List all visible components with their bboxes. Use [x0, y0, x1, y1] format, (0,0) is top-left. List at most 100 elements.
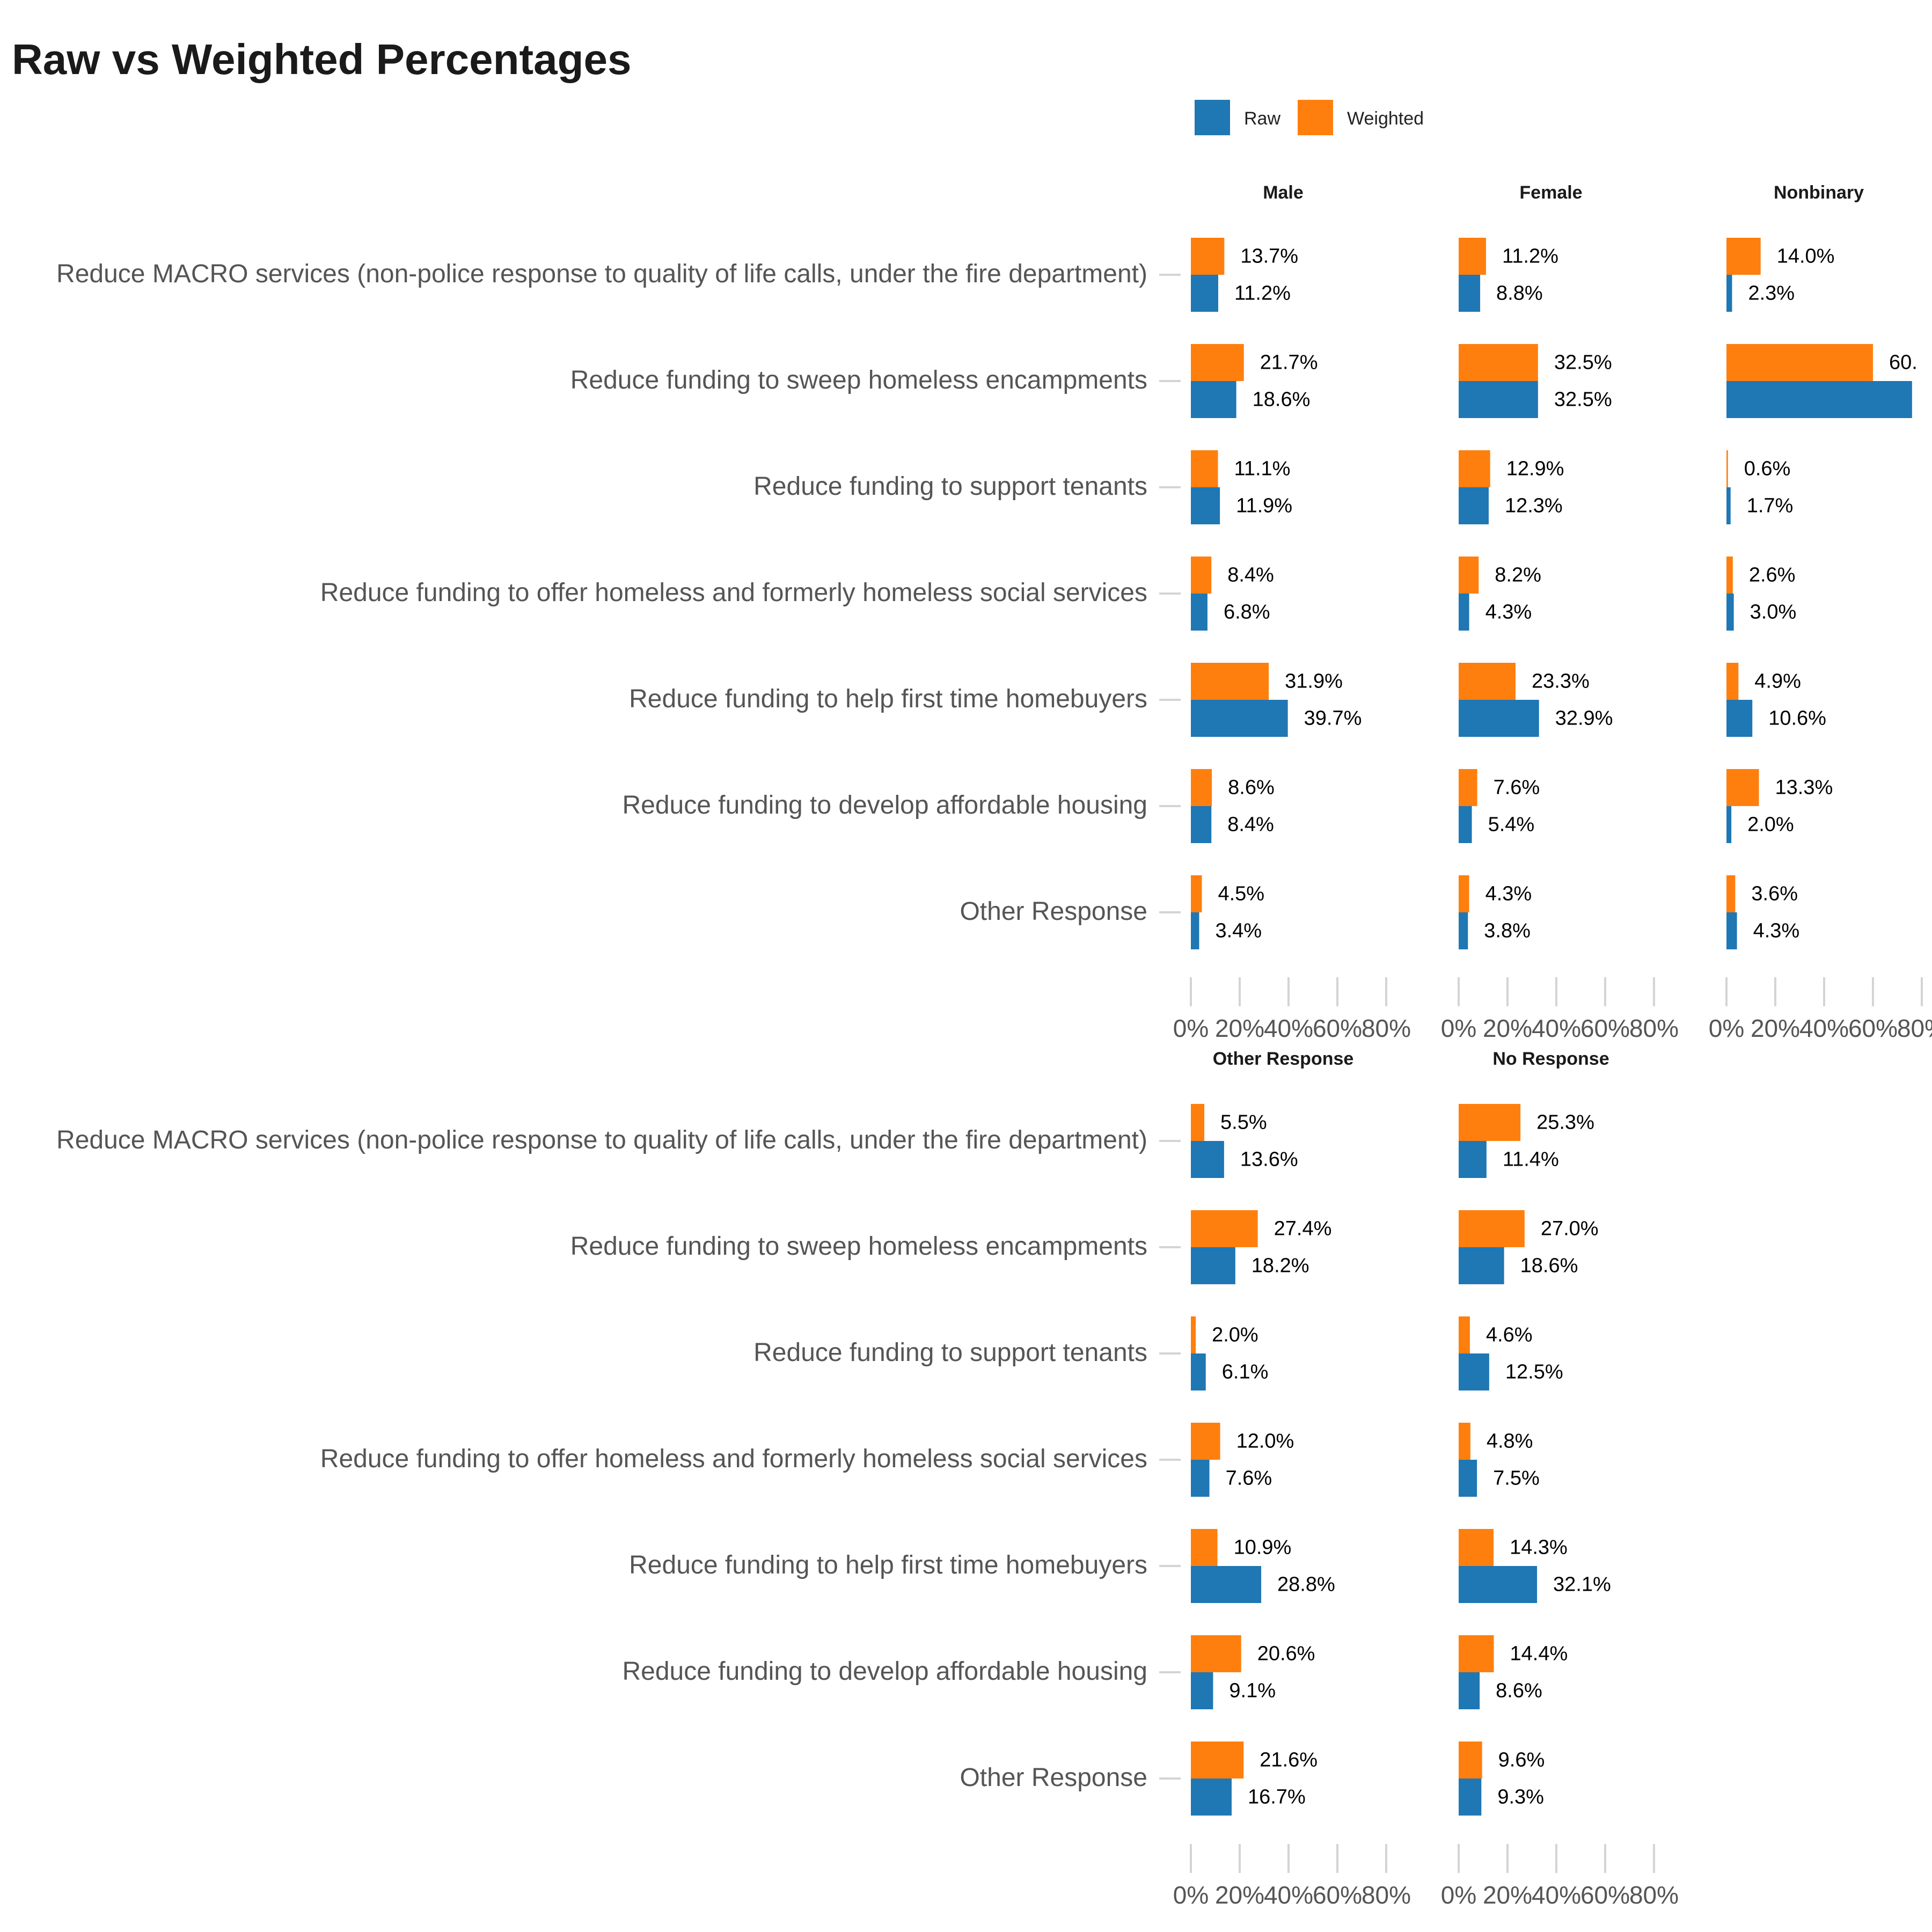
- bar-raw-male-support-tenants: [1191, 487, 1220, 524]
- data-label-weighted-other-response: 5.5%: [1220, 1111, 1267, 1134]
- data-label-weighted-male: 21.7%: [1260, 352, 1318, 374]
- data-label-weighted-nonbinary: 14.0%: [1777, 245, 1835, 268]
- x-tick-label-no-response: 20%: [1483, 1881, 1532, 1909]
- data-label-weighted-male: 13.7%: [1240, 245, 1298, 268]
- x-tick-label-female: 40%: [1532, 1014, 1581, 1042]
- bar-weighted-male-first-time-homebuyers: [1191, 663, 1269, 700]
- data-label-raw-female: 5.4%: [1488, 814, 1535, 836]
- x-tick-label-female: 20%: [1483, 1014, 1532, 1042]
- bar-weighted-male-support-tenants: [1191, 450, 1218, 487]
- bar-raw-no-response-first-time-homebuyers: [1459, 1566, 1538, 1603]
- panel-title-male: Male: [1263, 182, 1304, 203]
- x-tick-label-male: 20%: [1215, 1014, 1264, 1042]
- data-label-raw-other-response: 18.2%: [1252, 1255, 1309, 1277]
- panel-title-female: Female: [1519, 182, 1582, 203]
- bar-weighted-female-other-response: [1459, 875, 1469, 912]
- x-tick-label-male: 60%: [1313, 1014, 1362, 1042]
- bar-raw-other-response-first-time-homebuyers: [1191, 1566, 1262, 1603]
- x-tick-label-nonbinary: 60%: [1848, 1014, 1898, 1042]
- bar-weighted-other-response-support-tenants: [1191, 1316, 1196, 1353]
- data-label-raw-female: 8.8%: [1496, 282, 1543, 305]
- bar-weighted-no-response-other-response: [1459, 1741, 1482, 1779]
- data-label-weighted-female: 8.2%: [1495, 564, 1541, 587]
- bar-weighted-female-first-time-homebuyers: [1459, 663, 1516, 700]
- data-label-raw-other-response: 6.1%: [1222, 1361, 1269, 1384]
- bar-raw-no-response-support-tenants: [1459, 1353, 1489, 1391]
- bar-raw-nonbinary-other-response: [1726, 912, 1737, 949]
- bar-raw-female-support-tenants: [1459, 487, 1489, 524]
- data-label-raw-female: 4.3%: [1485, 601, 1532, 624]
- x-tick-label-male: 40%: [1264, 1014, 1313, 1042]
- data-label-raw-nonbinary: 10.6%: [1768, 707, 1826, 730]
- bar-weighted-nonbinary-first-time-homebuyers: [1726, 663, 1739, 700]
- bar-weighted-no-response-affordable-housing: [1459, 1635, 1494, 1672]
- data-label-raw-nonbinary: 3.0%: [1750, 601, 1797, 624]
- bar-raw-no-response-sweep-encampments: [1459, 1247, 1504, 1284]
- data-label-weighted-other-response: 27.4%: [1274, 1218, 1332, 1240]
- data-label-weighted-other-response: 21.6%: [1260, 1749, 1318, 1772]
- data-label-weighted-female: 11.2%: [1502, 245, 1558, 268]
- category-label-other-response: Other Response: [960, 1763, 1147, 1792]
- bar-raw-no-response-homeless-social-services: [1459, 1460, 1477, 1497]
- legend-label-weighted: Weighted: [1347, 108, 1424, 129]
- bar-weighted-female-support-tenants: [1459, 450, 1490, 487]
- data-label-weighted-female: 23.3%: [1532, 670, 1590, 693]
- data-label-raw-male: 11.2%: [1234, 282, 1291, 305]
- category-label-homeless-social-services: Reduce funding to offer homeless and for…: [320, 579, 1147, 607]
- data-label-weighted-other-response: 20.6%: [1257, 1643, 1315, 1665]
- bar-raw-male-macro: [1191, 275, 1218, 312]
- x-tick-label-other-response: 0%: [1173, 1881, 1209, 1909]
- data-label-weighted-nonbinary: 4.9%: [1754, 670, 1801, 693]
- category-label-sweep-encampments: Reduce funding to sweep homeless encampm…: [570, 366, 1147, 394]
- data-label-raw-nonbinary: 2.3%: [1748, 282, 1795, 305]
- bar-weighted-other-response-first-time-homebuyers: [1191, 1529, 1218, 1566]
- data-label-raw-no-response: 9.3%: [1497, 1786, 1544, 1809]
- bar-raw-other-response-other-response: [1191, 1779, 1232, 1816]
- data-label-weighted-male: 8.6%: [1228, 777, 1275, 799]
- legend-label-raw: Raw: [1244, 108, 1280, 129]
- bar-raw-female-first-time-homebuyers: [1459, 700, 1539, 737]
- bar-weighted-male-macro: [1191, 238, 1225, 275]
- x-tick-label-male: 80%: [1362, 1014, 1411, 1042]
- bar-weighted-female-sweep-encampments: [1459, 344, 1538, 381]
- x-tick-label-no-response: 80%: [1629, 1881, 1679, 1909]
- bar-weighted-no-response-homeless-social-services: [1459, 1423, 1470, 1460]
- bar-weighted-no-response-sweep-encampments: [1459, 1210, 1525, 1247]
- data-label-raw-female: 32.5%: [1554, 389, 1612, 411]
- data-label-weighted-other-response: 12.0%: [1236, 1430, 1294, 1453]
- data-label-raw-male: 18.6%: [1253, 389, 1311, 411]
- data-label-raw-other-response: 16.7%: [1248, 1786, 1306, 1809]
- x-tick-label-other-response: 60%: [1313, 1881, 1362, 1909]
- bar-raw-female-sweep-encampments: [1459, 381, 1538, 418]
- data-label-raw-male: 3.4%: [1215, 920, 1262, 942]
- bar-weighted-other-response-sweep-encampments: [1191, 1210, 1258, 1247]
- x-tick-label-nonbinary: 80%: [1897, 1014, 1932, 1042]
- category-label-support-tenants: Reduce funding to support tenants: [753, 1338, 1147, 1367]
- category-label-sweep-encampments: Reduce funding to sweep homeless encampm…: [570, 1232, 1147, 1261]
- data-label-raw-female: 32.9%: [1555, 707, 1613, 730]
- panel-title-no-response: No Response: [1492, 1049, 1609, 1069]
- bar-weighted-nonbinary-macro: [1726, 238, 1761, 275]
- bar-raw-male-first-time-homebuyers: [1191, 700, 1288, 737]
- x-tick-label-nonbinary: 40%: [1799, 1014, 1849, 1042]
- data-label-raw-female: 12.3%: [1505, 495, 1563, 517]
- bar-raw-nonbinary-support-tenants: [1726, 487, 1731, 524]
- x-tick-label-female: 0%: [1441, 1014, 1476, 1042]
- bar-raw-nonbinary-sweep-encampments: [1726, 381, 1912, 418]
- data-label-weighted-no-response: 25.3%: [1536, 1111, 1594, 1134]
- data-label-weighted-no-response: 27.0%: [1541, 1218, 1599, 1240]
- legend-swatch-weighted: [1298, 100, 1333, 135]
- bar-raw-other-response-sweep-encampments: [1191, 1247, 1235, 1284]
- bar-weighted-no-response-support-tenants: [1459, 1316, 1470, 1353]
- data-label-weighted-nonbinary: 2.6%: [1749, 564, 1796, 587]
- bar-raw-no-response-macro: [1459, 1141, 1487, 1178]
- bar-weighted-other-response-affordable-housing: [1191, 1635, 1241, 1672]
- data-label-weighted-other-response: 10.9%: [1234, 1536, 1292, 1559]
- data-label-raw-male: 8.4%: [1227, 814, 1274, 836]
- data-label-weighted-nonbinary: 60.: [1889, 352, 1918, 374]
- x-tick-label-nonbinary: 20%: [1751, 1014, 1800, 1042]
- bar-weighted-female-affordable-housing: [1459, 769, 1477, 806]
- data-label-raw-nonbinary: 4.3%: [1753, 920, 1800, 942]
- data-label-weighted-male: 8.4%: [1227, 564, 1274, 587]
